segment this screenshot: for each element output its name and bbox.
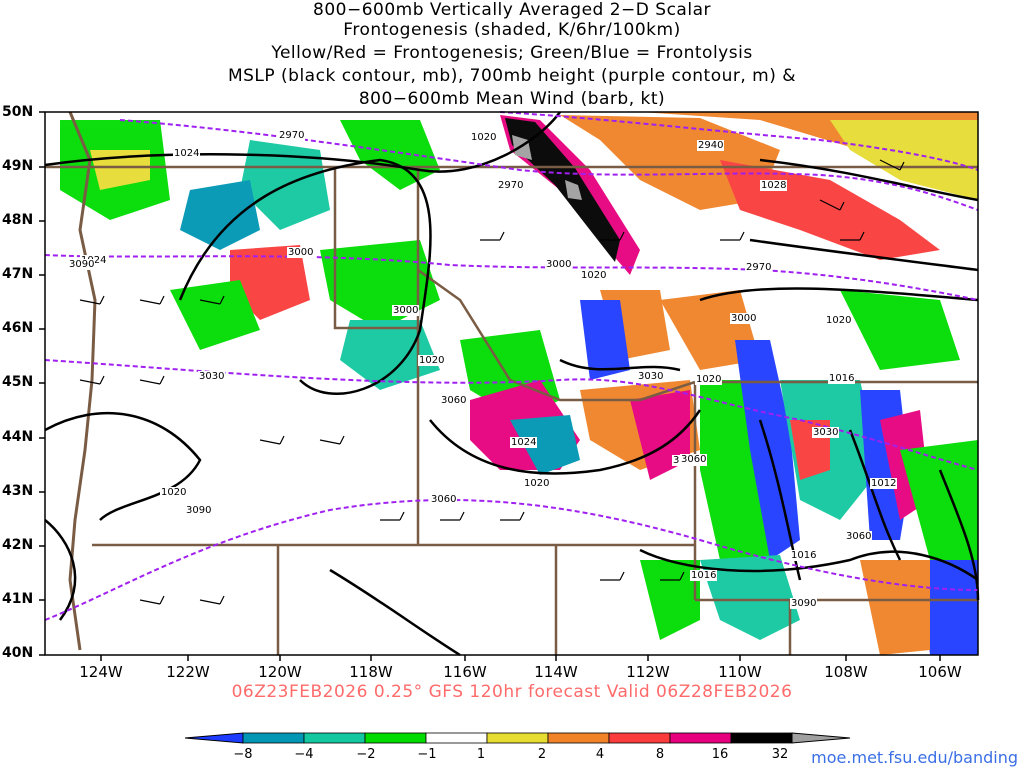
height-contour-label: 3000 [545,259,573,270]
mslp-contour-label: 1020 [470,132,498,143]
colorbar-swatch [242,732,305,744]
mslp-contour-label: 1020 [523,478,551,489]
colorbar-swatch [364,732,427,744]
title-line-2: Frontogenesis (shaded, K/6hr/100km) [343,20,681,40]
lat-label-46n: 46N [2,320,34,336]
height-contour-label: 3000 [392,305,420,316]
lon-label-106w: 106W [918,663,962,681]
height-contour-label: 3090 [68,259,96,270]
wind-barbs [79,159,905,605]
mslp-contour-label: 1020 [695,374,723,385]
colorbar-swatch [608,732,671,744]
colorbar-label-32: 32 [771,747,789,762]
mslp-contour-label: 1024 [173,148,201,159]
lon-label-112w: 112W [626,663,670,681]
lon-label-122w: 122W [166,663,210,681]
colorbar-label-m8: −8 [233,747,253,762]
lat-label-42n: 42N [2,537,34,553]
mslp-contour-label: 1016 [828,373,856,384]
colorbar-swatch [303,732,366,744]
title-line-3: Yellow/Red = Frontogenesis; Green/Blue =… [271,43,753,63]
colorbar-swatch [425,732,488,744]
lat-label-40n: 40N [2,645,34,661]
lat-label-41n: 41N [2,591,34,607]
mslp-contour-label: 1016 [690,570,718,581]
lat-label-47n: 47N [2,266,34,282]
height-contour-label: 3060 [845,531,873,542]
height-contour-label: 2970 [745,262,773,273]
colorbar-swatch [669,732,732,744]
lon-label-108w: 108W [824,663,868,681]
height-contour-label: 3030 [812,427,840,438]
colorbar-swatch [486,732,549,744]
lat-label-44n: 44N [2,429,34,445]
height-contour-label: 3090 [790,598,818,609]
colorbar [184,732,851,744]
colorbar-swatch [730,732,793,744]
height-contour-label: 2940 [697,140,725,151]
title-line-5: 800−600mb Mean Wind (barb, kt) [358,89,666,109]
source-credit-link[interactable]: moe.met.fsu.edu/banding [811,748,1018,767]
colorbar-label-4: 4 [595,747,605,762]
axis-ticks [39,111,941,661]
height-contour-label: 3000 [287,247,315,258]
title-line-4: MSLP (black contour, mb), 700mb height (… [227,66,797,86]
mslp-contour-label: 1020 [825,315,853,326]
title-line-1: 800−600mb Vertically Averaged 2−D Scalar [313,0,711,20]
colorbar-label-m1: −1 [417,747,437,762]
lat-label-43n: 43N [2,483,34,499]
mslp-contour-label: 1024 [510,437,538,448]
lat-label-48n: 48N [2,212,34,228]
colorbar-label-16: 16 [711,747,729,762]
lat-label-50n: 50N [2,104,34,120]
mslp-contour-label: 1016 [790,550,818,561]
colorbar-swatch [547,732,610,744]
lat-label-49n: 49N [2,158,34,174]
height-contour-label: 3060 [430,494,458,505]
height-contour-label: 2970 [497,180,525,191]
colorbar-label-m2: −2 [356,747,376,762]
lat-label-45n: 45N [2,374,34,390]
colorbar-label-m4: −4 [294,747,314,762]
height-contour-label: 3060 [680,454,708,465]
height-contour-label: 3000 [730,313,758,324]
colorbar-arrow-low [184,732,244,744]
height-contour-label: 3090 [185,505,213,516]
lon-label-110w: 110W [718,663,762,681]
height-contour-label: 3030 [198,371,226,382]
height-contour-label: 3060 [440,395,468,406]
mslp-contour-label: 1020 [160,487,188,498]
colorbar-label-1: 1 [476,747,486,762]
mslp-contour-label: 1012 [870,478,898,489]
lon-label-116w: 116W [443,663,487,681]
lon-label-118w: 118W [349,663,393,681]
mslp-contour-label: 1020 [580,270,608,281]
colorbar-label-2: 2 [537,747,547,762]
mslp-contour-label: 1028 [760,180,788,191]
colorbar-arrow-high [791,732,851,744]
lon-label-120w: 120W [258,663,302,681]
colorbar-label-8: 8 [655,747,665,762]
lon-label-114w: 114W [534,663,578,681]
mslp-contour-label: 1020 [418,355,446,366]
forecast-valid-footer: 06Z23FEB2026 0.25° GFS 120hr forecast Va… [231,682,793,702]
height-contour-label: 2970 [278,130,306,141]
lon-label-124w: 124W [79,663,123,681]
height-contour-label: 3030 [637,371,665,382]
